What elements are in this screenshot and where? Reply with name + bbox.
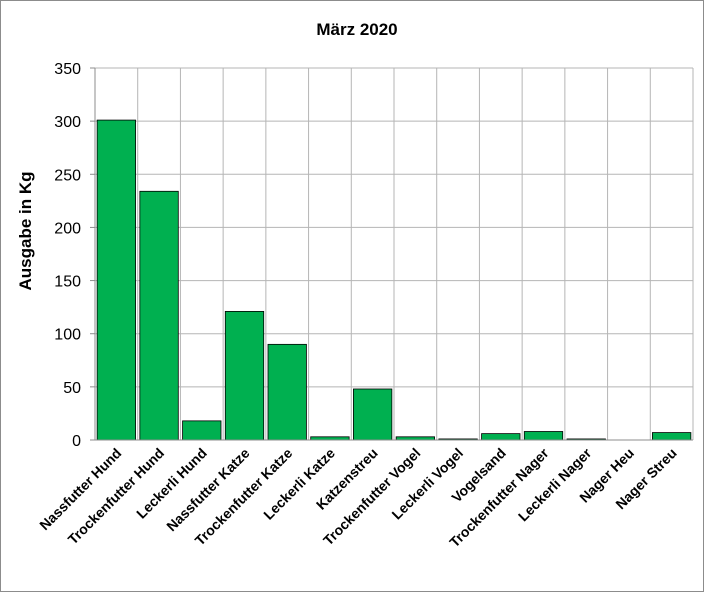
y-tick-label: 200 xyxy=(54,220,81,237)
y-tick-label: 250 xyxy=(54,167,81,184)
y-tick-label: 350 xyxy=(54,61,81,78)
y-tick-label: 300 xyxy=(54,114,81,131)
y-axis-label: Ausgabe in Kg xyxy=(16,171,35,290)
y-tick-labels: 0 50 100 150 200 250 300 350 xyxy=(54,61,81,450)
chart-title: März 2020 xyxy=(316,20,397,39)
y-tick-label: 150 xyxy=(54,274,81,291)
y-tick-label: 0 xyxy=(72,433,81,450)
bar xyxy=(353,388,393,441)
axes xyxy=(94,68,693,441)
bar xyxy=(523,431,564,441)
bar xyxy=(96,119,136,441)
bar xyxy=(139,190,179,441)
x-tick-label: Leckerli Nager xyxy=(515,444,595,524)
bars xyxy=(96,119,692,441)
bar xyxy=(481,433,521,441)
y-tick-label: 50 xyxy=(63,380,81,397)
bar xyxy=(652,432,692,441)
bar xyxy=(182,420,222,441)
gridlines xyxy=(90,67,694,441)
bar xyxy=(224,310,265,441)
bar xyxy=(267,343,307,441)
y-tick-label: 100 xyxy=(54,327,81,344)
